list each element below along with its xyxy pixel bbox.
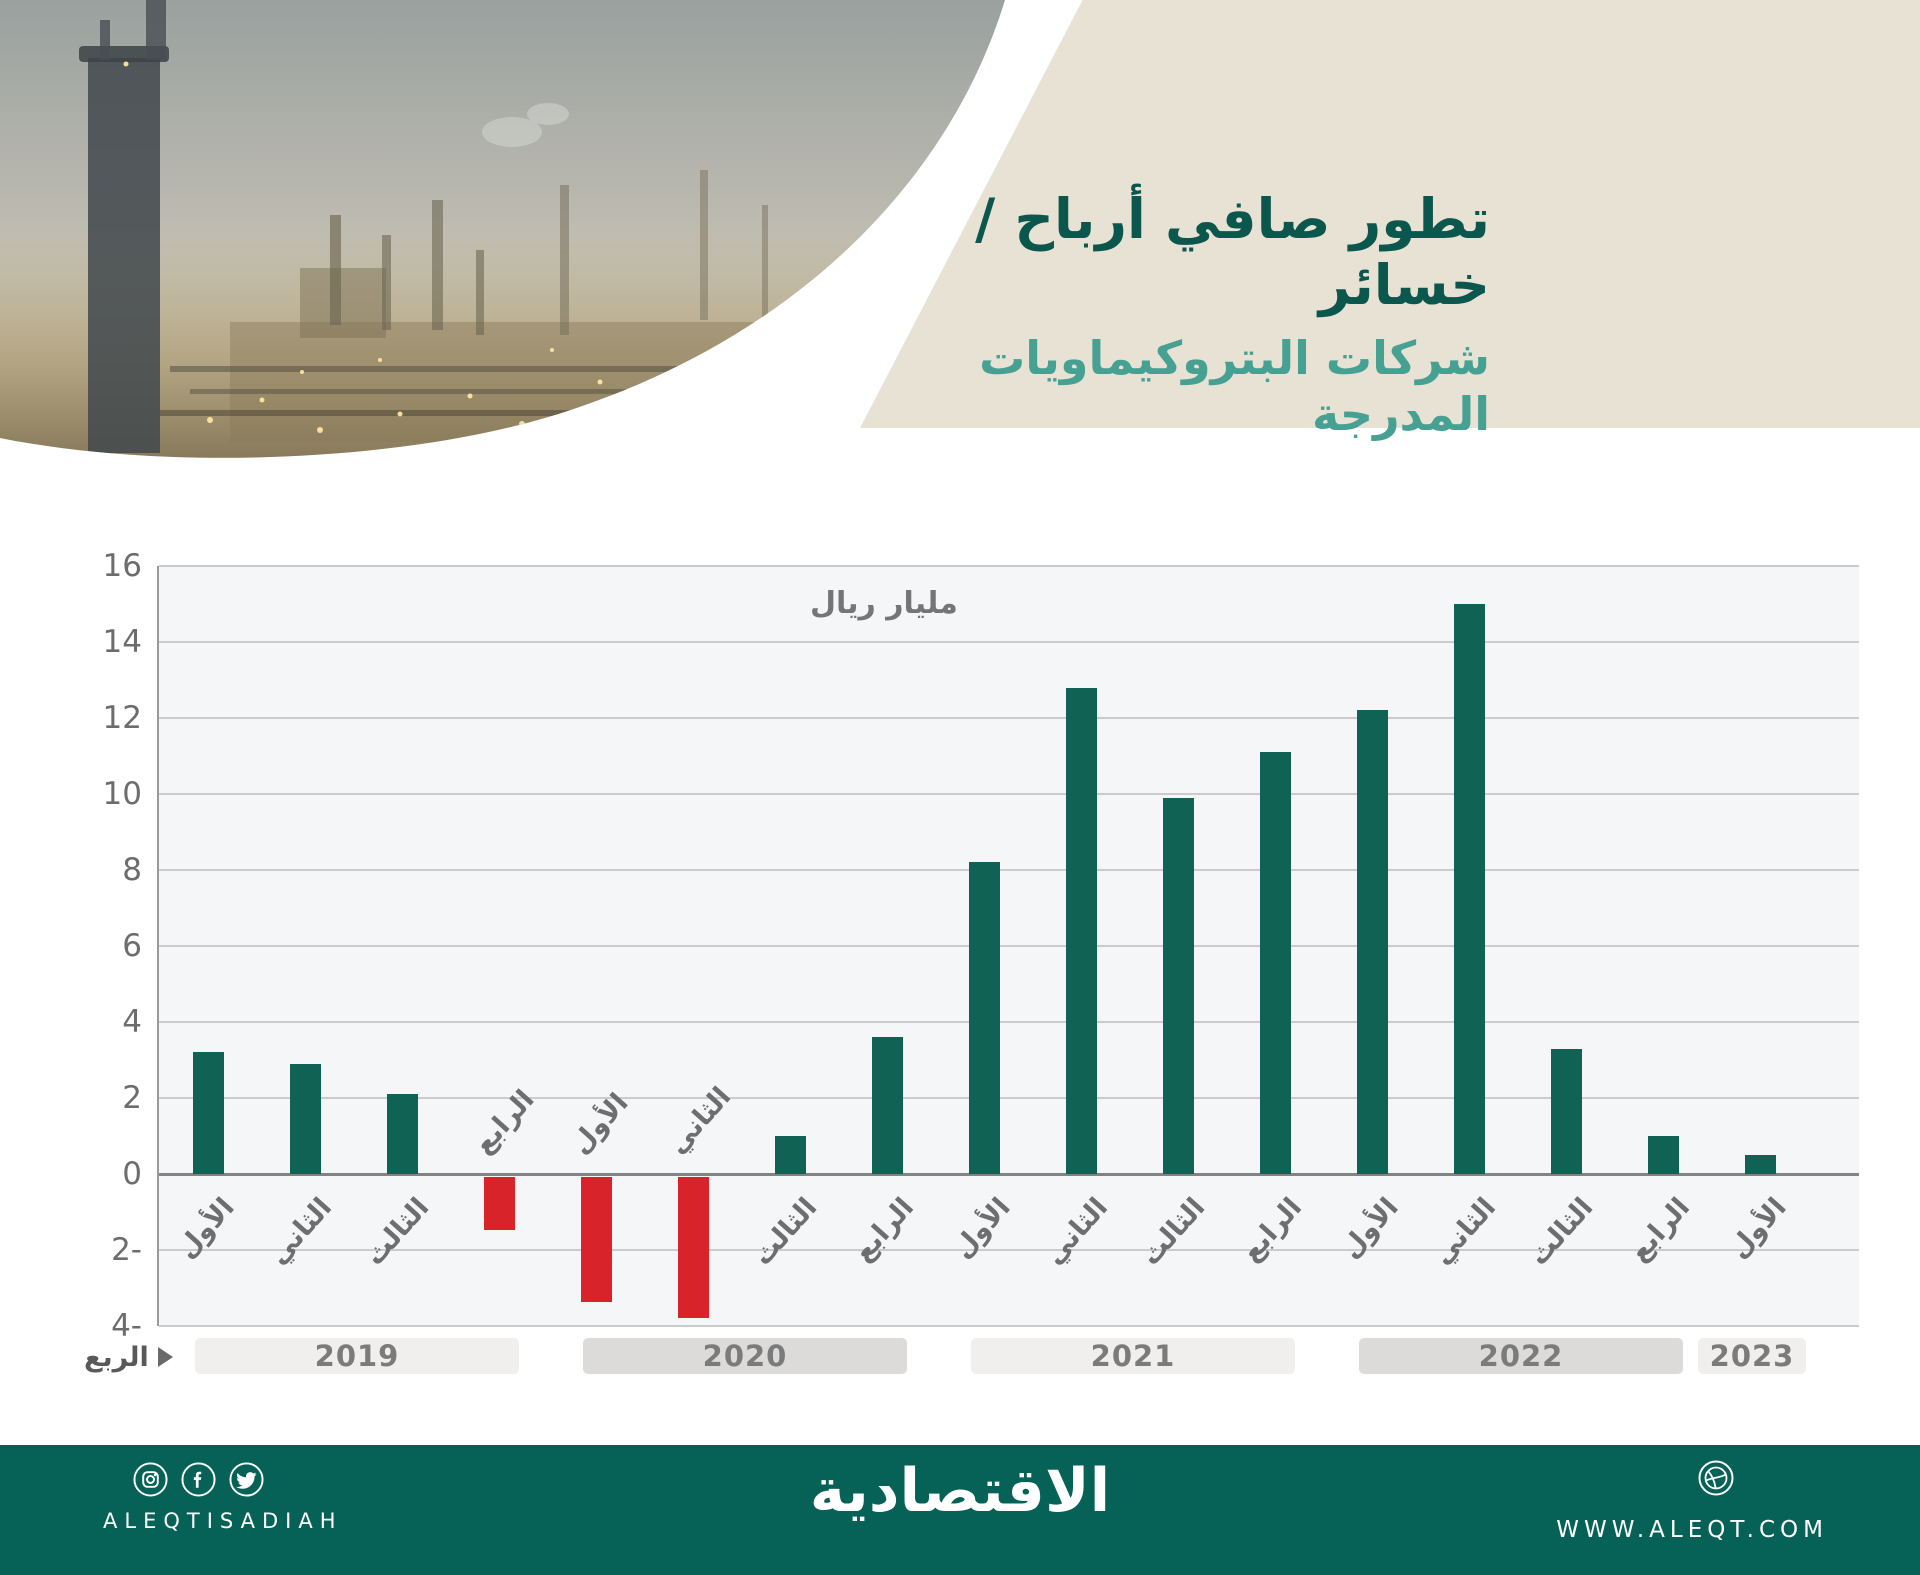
twitter-icon	[229, 1462, 264, 1497]
brand-logo: الاقتصادية	[809, 1456, 1111, 1526]
gridline	[159, 1021, 1859, 1023]
y-tick-label: 16	[102, 548, 142, 584]
y-tick-label: 2-	[111, 1232, 142, 1268]
gridline	[159, 1249, 1859, 1251]
year-band-2021: 2021	[971, 1338, 1295, 1374]
facebook-icon	[181, 1462, 216, 1497]
y-tick-label: 12	[102, 700, 142, 736]
bar-16	[1647, 1136, 1679, 1174]
gridline	[159, 1325, 1859, 1327]
y-tick-label: 4	[122, 1004, 142, 1040]
bar-1	[192, 1052, 224, 1174]
footer: ALEQTISADIAH الاقتصادية WWW.ALEQT.COM	[0, 1445, 1920, 1575]
year-band-2020: 2020	[583, 1338, 907, 1374]
unit-label: مليار ريال	[810, 586, 958, 621]
page-subtitle: شركات البتروكيماويات المدرجة	[979, 331, 1490, 441]
zero-line	[159, 1173, 1859, 1176]
year-band-2019: 2019	[195, 1338, 519, 1374]
bar-9	[968, 862, 1000, 1174]
dribbble-icon	[1698, 1460, 1734, 1496]
y-tick-label: 4-	[111, 1308, 142, 1344]
bar-3	[386, 1094, 418, 1174]
bar-15	[1550, 1049, 1582, 1174]
plot-area	[157, 565, 1859, 1327]
bar-4	[483, 1177, 515, 1230]
arrow-right-icon	[157, 1347, 173, 1367]
gridline	[159, 641, 1859, 643]
gridline	[159, 565, 1859, 567]
y-tick-label: 10	[102, 776, 142, 812]
y-tick-label: 6	[122, 928, 142, 964]
y-tick-label: 2	[122, 1080, 142, 1116]
gridline	[159, 717, 1859, 719]
x-axis-caption-text: الربع	[84, 1341, 149, 1373]
bar-7	[774, 1136, 806, 1174]
bar-17	[1744, 1155, 1776, 1174]
bar-13	[1356, 710, 1388, 1174]
y-tick-label: 0	[122, 1156, 142, 1192]
page-title: تطور صافي أرباح / خسائر	[975, 187, 1490, 317]
gridline	[159, 945, 1859, 947]
title-block: تطور صافي أرباح / خسائر شركات البتروكيما…	[850, 186, 1490, 442]
y-tick-label: 14	[102, 624, 142, 660]
plant-photo	[0, 0, 1005, 458]
brand-latin: ALEQTISADIAH	[103, 1509, 343, 1533]
bar-10	[1065, 688, 1097, 1174]
gridline	[159, 1097, 1859, 1099]
bar-11	[1162, 798, 1194, 1174]
bar-8	[871, 1037, 903, 1174]
bar-5	[580, 1177, 612, 1302]
gridline	[159, 869, 1859, 871]
website-url: WWW.ALEQT.COM	[1556, 1517, 1828, 1543]
instagram-icon	[133, 1462, 168, 1497]
x-axis-caption: الربع	[84, 1340, 173, 1374]
bar-12	[1259, 752, 1291, 1174]
gridline	[159, 793, 1859, 795]
year-band-2022: 2022	[1359, 1338, 1683, 1374]
bar-6	[677, 1177, 709, 1318]
bar-2	[289, 1064, 321, 1174]
year-band-2023: 2023	[1698, 1338, 1806, 1374]
y-tick-label: 8	[122, 852, 142, 888]
social-icons	[132, 1461, 265, 1498]
bar-14	[1453, 604, 1485, 1174]
